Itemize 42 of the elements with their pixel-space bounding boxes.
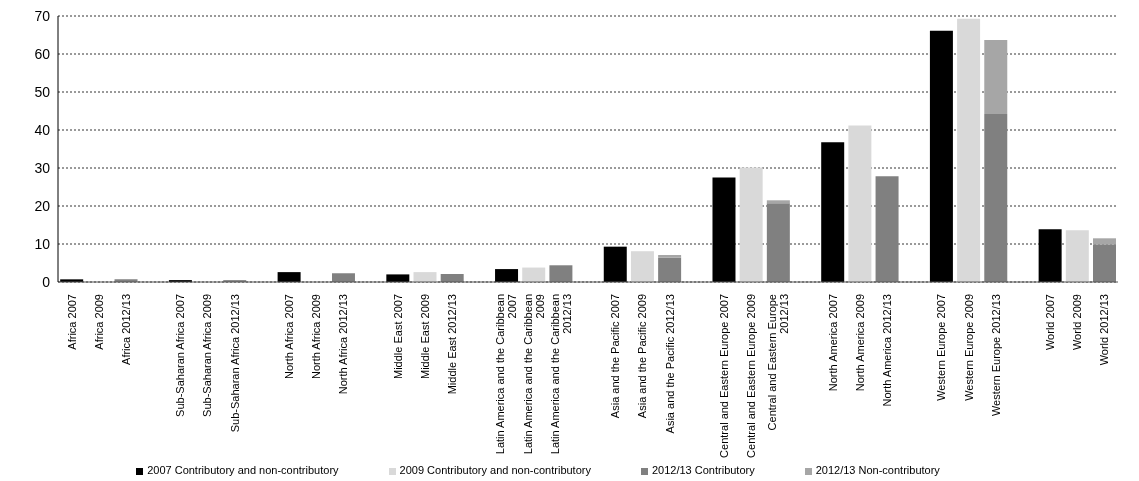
y-tick-label: 20	[34, 197, 51, 214]
x-tick-label: World 2009	[1071, 294, 1084, 351]
x-tick-label: Africa 2012/13	[119, 294, 132, 365]
x-tick-label: North America 2009	[853, 294, 866, 392]
x-tick-label: Sub-Saharan Africa 2012/13	[228, 294, 241, 433]
x-tick-label: World 2007	[1044, 294, 1057, 351]
x-tick-label: World 2012/13	[1098, 294, 1111, 366]
x-tick-label: Middle East 2007	[391, 294, 404, 379]
y-tick-label: 40	[34, 121, 51, 138]
x-tick-label: Central and Eastern Europe 2009	[745, 294, 758, 458]
x-tick-label: Latin America and the Caribbean 2012/13	[548, 294, 573, 455]
x-tick-label: Africa 2007	[65, 294, 78, 350]
y-tick-label: 60	[34, 45, 51, 62]
x-tick-label: North Africa 2012/13	[337, 294, 350, 395]
y-tick-label: 10	[34, 235, 51, 252]
legend-label: 2012/13 Non-contributory	[815, 464, 940, 476]
x-tick-label: Latin America and the Caribbean 2009	[521, 294, 546, 455]
x-tick-label: Africa 2009	[92, 294, 105, 350]
x-tick-label: Middle East 2009	[418, 294, 431, 379]
legend-label: 2012/13 Contributory	[651, 464, 755, 476]
x-tick-label: Western Europe 2009	[962, 294, 975, 401]
x-tick-label: Asia and the Pacific 2007	[609, 294, 622, 419]
legend-label: 2009 Contributory and non-contributory	[399, 464, 591, 476]
x-tick-label: North Africa 2009	[310, 294, 323, 379]
x-tick-label: North America 2007	[826, 294, 839, 392]
x-tick-label: Asia and the Pacific 2012/13	[663, 294, 676, 434]
x-tick-label: Western Europe 2007	[935, 294, 948, 401]
y-tick-label: 0	[42, 273, 51, 290]
y-tick-label: 50	[34, 83, 51, 100]
x-tick-label: Sub-Saharan Africa 2007	[174, 294, 187, 417]
x-tick-label: Western Europe 2012/13	[989, 294, 1002, 417]
x-tick-label: North America 2012/13	[880, 294, 893, 407]
legend-label: 2007 Contributory and non-contributory	[147, 464, 339, 476]
y-tick-label: 30	[34, 159, 51, 176]
x-tick-label: Sub-Saharan Africa 2009	[201, 294, 214, 417]
x-tick-label: North Africa 2007	[283, 294, 296, 379]
x-tick-label: Central and Eastern Europe 2012/13	[766, 294, 791, 431]
x-tick-label: Latin America and the Caribbean 2007	[494, 294, 519, 455]
x-tick-label: Asia and the Pacific 2009	[636, 294, 649, 419]
x-tick-label: Middle East 2012/13	[446, 294, 459, 395]
y-tick-label: 70	[34, 7, 51, 24]
x-tick-label: Central and Eastern Europe 2007	[717, 294, 730, 458]
